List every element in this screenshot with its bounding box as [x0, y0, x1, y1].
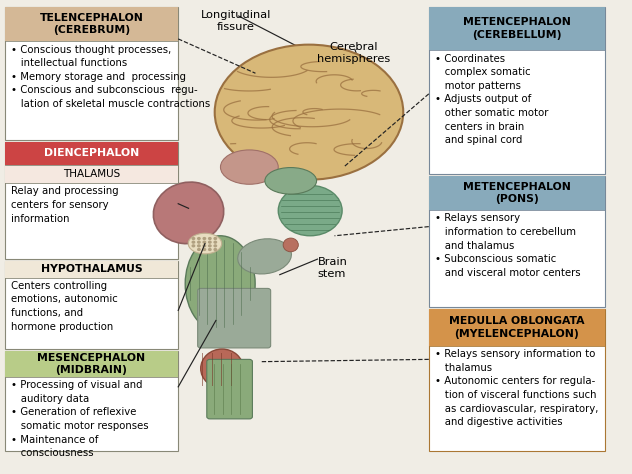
Ellipse shape — [278, 185, 342, 236]
FancyBboxPatch shape — [5, 142, 178, 259]
Circle shape — [203, 245, 205, 247]
Circle shape — [198, 248, 200, 250]
Circle shape — [209, 237, 211, 239]
Circle shape — [198, 237, 200, 239]
FancyBboxPatch shape — [5, 351, 178, 377]
Circle shape — [209, 248, 211, 250]
Text: • Processing of visual and
   auditory data
• Generation of reflexive
   somatic: • Processing of visual and auditory data… — [11, 380, 149, 458]
Ellipse shape — [215, 45, 403, 180]
Ellipse shape — [185, 236, 255, 332]
FancyBboxPatch shape — [5, 164, 178, 183]
Text: MESENCEPHALON
(MIDBRAIN): MESENCEPHALON (MIDBRAIN) — [37, 353, 145, 375]
FancyBboxPatch shape — [428, 7, 605, 174]
Circle shape — [209, 241, 211, 243]
FancyBboxPatch shape — [5, 7, 178, 41]
Circle shape — [203, 248, 205, 250]
Ellipse shape — [188, 233, 222, 254]
Circle shape — [209, 245, 211, 247]
Ellipse shape — [265, 167, 317, 194]
FancyBboxPatch shape — [5, 261, 178, 349]
Text: Relay and processing
centers for sensory
information: Relay and processing centers for sensory… — [11, 186, 119, 224]
Circle shape — [198, 241, 200, 243]
Ellipse shape — [221, 150, 278, 184]
FancyBboxPatch shape — [428, 176, 605, 210]
FancyBboxPatch shape — [5, 7, 178, 140]
Text: THALAMUS: THALAMUS — [63, 169, 120, 179]
Circle shape — [192, 241, 195, 243]
FancyBboxPatch shape — [5, 142, 178, 164]
Text: METENCEPHALON
(PONS): METENCEPHALON (PONS) — [463, 182, 571, 204]
Text: Centers controlling
emotions, autonomic
functions, and
hormone production: Centers controlling emotions, autonomic … — [11, 281, 118, 332]
Circle shape — [214, 248, 217, 250]
Circle shape — [214, 245, 217, 247]
FancyBboxPatch shape — [198, 288, 270, 348]
Circle shape — [192, 245, 195, 247]
Circle shape — [214, 241, 217, 243]
Text: Cerebral
hemispheres: Cerebral hemispheres — [317, 42, 391, 64]
FancyBboxPatch shape — [5, 261, 178, 278]
Text: Longitudinal
fissure: Longitudinal fissure — [201, 10, 271, 32]
Text: MEDULLA OBLONGATA
(MYELENCEPHALON): MEDULLA OBLONGATA (MYELENCEPHALON) — [449, 316, 585, 338]
Circle shape — [198, 245, 200, 247]
FancyBboxPatch shape — [428, 176, 605, 307]
Ellipse shape — [154, 182, 224, 244]
Ellipse shape — [283, 238, 298, 252]
Circle shape — [192, 237, 195, 239]
FancyBboxPatch shape — [428, 309, 605, 346]
Text: • Conscious thought processes,
   intellectual functions
• Memory storage and  p: • Conscious thought processes, intellect… — [11, 45, 210, 109]
Text: • Relays sensory information to
   thalamus
• Autonomic centers for regula-
   t: • Relays sensory information to thalamus… — [435, 349, 599, 427]
FancyBboxPatch shape — [428, 309, 605, 451]
Text: DIENCEPHALON: DIENCEPHALON — [44, 148, 139, 158]
FancyBboxPatch shape — [428, 7, 605, 50]
Ellipse shape — [201, 349, 243, 388]
Circle shape — [203, 237, 205, 239]
Text: • Coordinates
   complex somatic
   motor patterns
• Adjusts output of
   other : • Coordinates complex somatic motor patt… — [435, 54, 548, 145]
Text: TELENCEPHALON
(CEREBRUM): TELENCEPHALON (CEREBRUM) — [40, 13, 143, 36]
Text: Brain
stem: Brain stem — [317, 257, 348, 279]
Text: METENCEPHALON
(CEREBELLUM): METENCEPHALON (CEREBELLUM) — [463, 18, 571, 40]
FancyBboxPatch shape — [5, 351, 178, 451]
Circle shape — [214, 237, 217, 239]
FancyBboxPatch shape — [207, 359, 252, 419]
Ellipse shape — [238, 239, 291, 274]
Text: • Relays sensory
   information to cerebellum
   and thalamus
• Subconscious som: • Relays sensory information to cerebell… — [435, 213, 581, 278]
Circle shape — [203, 241, 205, 243]
Text: HYPOTHALAMUS: HYPOTHALAMUS — [40, 264, 142, 274]
